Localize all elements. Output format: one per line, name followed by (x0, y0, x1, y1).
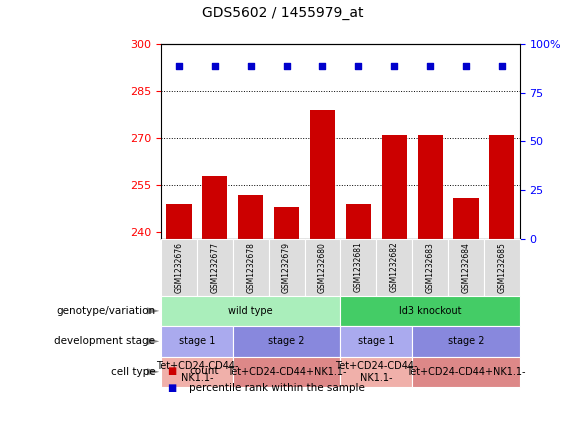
Text: stage 2: stage 2 (268, 336, 305, 346)
Text: GSM1232678: GSM1232678 (246, 242, 255, 293)
Polygon shape (147, 308, 159, 314)
Text: Tet+CD24-CD44-
NK1.1-: Tet+CD24-CD44- NK1.1- (335, 361, 418, 383)
Text: GSM1232681: GSM1232681 (354, 242, 363, 292)
Bar (418, 135, 442, 239)
Text: GDS5602 / 1455979_at: GDS5602 / 1455979_at (202, 6, 363, 20)
Point (354, 63, 363, 69)
Text: GSM1232682: GSM1232682 (390, 242, 399, 292)
Point (246, 63, 255, 69)
Text: GSM1232683: GSM1232683 (425, 242, 434, 293)
Polygon shape (147, 368, 159, 375)
Bar (238, 195, 263, 239)
Point (425, 63, 434, 69)
Point (318, 63, 327, 69)
Point (282, 63, 291, 69)
Text: cell type: cell type (111, 367, 155, 377)
Text: wild type: wild type (228, 306, 273, 316)
Bar (346, 204, 371, 239)
Text: GSM1232677: GSM1232677 (210, 242, 219, 293)
Point (390, 63, 399, 69)
Text: GSM1232676: GSM1232676 (175, 242, 184, 293)
Point (497, 63, 506, 69)
Text: ■: ■ (167, 366, 176, 376)
Text: stage 2: stage 2 (447, 336, 484, 346)
Text: Tet+CD24-CD44-
NK1.1-: Tet+CD24-CD44- NK1.1- (155, 361, 238, 383)
Bar (489, 135, 514, 239)
Text: stage 1: stage 1 (358, 336, 394, 346)
Text: Tet+CD24-CD44+NK1.1-: Tet+CD24-CD44+NK1.1- (227, 367, 346, 377)
Text: development stage: development stage (54, 336, 155, 346)
Text: GSM1232684: GSM1232684 (462, 242, 471, 293)
Text: GSM1232680: GSM1232680 (318, 242, 327, 293)
Bar (167, 204, 192, 239)
Bar (202, 176, 227, 239)
Text: Tet+CD24-CD44+NK1.1-: Tet+CD24-CD44+NK1.1- (406, 367, 526, 377)
Bar (310, 110, 335, 239)
Point (210, 63, 219, 69)
Bar (382, 135, 407, 239)
Text: percentile rank within the sample: percentile rank within the sample (189, 383, 365, 393)
Text: GSM1232679: GSM1232679 (282, 242, 291, 293)
Point (462, 63, 471, 69)
Bar (454, 198, 479, 239)
Text: count: count (189, 366, 219, 376)
Text: ld3 knockout: ld3 knockout (399, 306, 462, 316)
Text: ■: ■ (167, 383, 176, 393)
Point (175, 63, 184, 69)
Bar (274, 207, 299, 239)
Text: genotype/variation: genotype/variation (56, 306, 155, 316)
Text: GSM1232685: GSM1232685 (497, 242, 506, 293)
Polygon shape (147, 338, 159, 345)
Text: stage 1: stage 1 (179, 336, 215, 346)
